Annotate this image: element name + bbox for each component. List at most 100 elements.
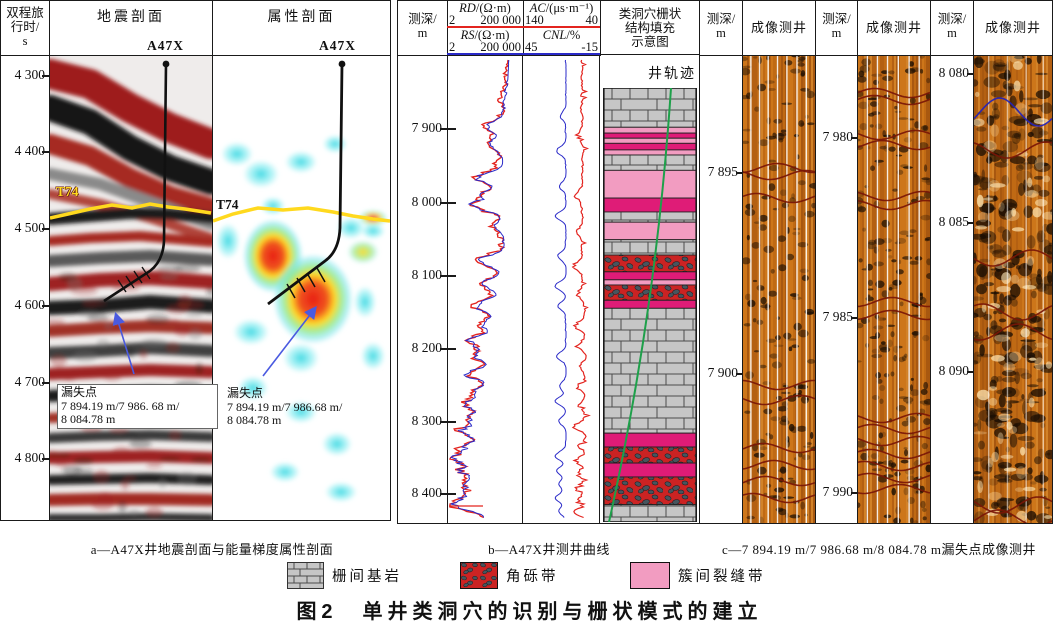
- seismic-header: 地震剖面 A47X: [50, 1, 212, 56]
- depth-header-line1: 测深/: [822, 12, 851, 26]
- schematic-header: 类洞穴栅状 结构填充 示意图: [600, 1, 700, 55]
- depth-header-line2: m: [716, 26, 726, 40]
- depth-axis-header: 测深/ m: [398, 1, 448, 56]
- borehole-image-2: [858, 56, 930, 523]
- rd-curve-name: RD: [459, 1, 476, 15]
- depth-tick-label: 7 900: [411, 120, 442, 135]
- well-trajectory-label: 井轨迹: [648, 67, 696, 82]
- tick-mark: [440, 421, 456, 423]
- seismic-well-label: A47X: [147, 38, 184, 53]
- leak-note-title: 漏失点: [61, 385, 98, 399]
- depth-tick-label: 4 400: [14, 143, 45, 158]
- time-axis-header-line3: s: [22, 34, 28, 48]
- tick-mark: [851, 317, 864, 319]
- ac-curve-header: AC/(μs·m⁻¹) 140 40: [523, 1, 600, 28]
- resistivity-curves: [448, 59, 510, 519]
- porosity-track-frame: [523, 56, 600, 523]
- cnl-curve-header: CNL/% 45 -15: [523, 28, 600, 55]
- depth-header-line1: 测深/: [408, 12, 437, 26]
- image-log-title-1: 成像测井: [743, 1, 815, 56]
- rs-scale-min: 2: [449, 40, 456, 54]
- depth-header-line2: m: [417, 26, 428, 40]
- depth-tick-label: 4 300: [14, 67, 45, 82]
- rs-scale-max: 200 000: [480, 40, 521, 54]
- depth-tick-label: 4 700: [14, 374, 45, 389]
- resistivity-track-frame: [447, 56, 523, 523]
- attribute-section-image: [213, 56, 390, 520]
- leak-point-annotation-attribute: 漏失点 7 894.19 m/7 986.68 m/ 8 084.78 m: [227, 386, 342, 428]
- depth-tick-label: 8 085: [938, 214, 969, 229]
- rd-scale-max: 200 000: [480, 13, 521, 27]
- depth-header-line1: 测深/: [706, 12, 736, 26]
- depth-header-line2: m: [831, 26, 842, 40]
- rd-curve-header: RD/(Ω·m) 2 200 000: [447, 1, 523, 28]
- seismic-section-image: [50, 56, 212, 520]
- leak-note-depths2: 8 084.78 m: [61, 412, 116, 426]
- schematic-header-line1: 类洞穴栅状: [618, 7, 682, 21]
- rd-curve-unit: /(Ω·m): [475, 1, 511, 15]
- tick-mark: [440, 275, 456, 277]
- attribute-header: 属性剖面 A47X: [213, 1, 390, 56]
- depth-header-line2: m: [947, 26, 957, 40]
- depth-tick-label: 7 900: [707, 365, 738, 380]
- image-depth-box-2: 测深/ m: [815, 0, 858, 524]
- legend-label-breccia: 角砾带: [506, 569, 559, 585]
- caption-a: a—A47X井地震剖面与能量梯度属性剖面: [90, 542, 334, 557]
- legend-swatch-bedrock: [287, 562, 324, 589]
- tick-mark: [440, 348, 456, 350]
- t74-horizon-label-attribute: T74: [216, 197, 239, 212]
- leak-note-title: 漏失点: [227, 386, 264, 400]
- depth-tick-label: 4 500: [14, 220, 45, 235]
- image-depth-box-1: 测深/ m: [699, 0, 743, 524]
- borehole-image-3: [974, 56, 1052, 523]
- depth-tick-label: 8 400: [411, 485, 442, 500]
- panel-a-time-axis-box: 双程旅 行时/ s 4 300 4 400 4 500 4 600 4 700 4 800: [0, 0, 56, 521]
- porosity-track-header: AC/(μs·m⁻¹) 140 40 CNL/% 45 -15: [523, 1, 601, 56]
- ac-curve-unit: /(μs·m⁻¹): [545, 1, 594, 15]
- depth-tick-label: 7 990: [822, 484, 853, 499]
- ac-curve-name: AC: [529, 1, 546, 15]
- ac-scale-max: 40: [585, 13, 599, 27]
- tick-mark: [851, 137, 864, 139]
- ac-scale-min: 140: [525, 13, 544, 27]
- lithology-lattice-column: [603, 88, 697, 522]
- rs-curve-unit: /(Ω·m): [474, 28, 510, 42]
- legend-label-fracture: 簇间裂缝带: [678, 569, 766, 585]
- depth-tick-label: 8 080: [938, 65, 969, 80]
- figure-title: 图2 单井类洞穴的识别与栅状模式的建立: [296, 601, 763, 623]
- depth-tick-label: 8 300: [411, 413, 442, 428]
- leak-note-depths1: 7 894.19 m/7 986. 68 m/: [61, 398, 180, 413]
- rs-curve-header: RS/(Ω·m) 2 200 000: [447, 28, 523, 55]
- image-depth-header-1: 测深/ m: [700, 1, 742, 56]
- tick-mark: [967, 73, 980, 75]
- tick-mark: [736, 373, 749, 375]
- depth-tick-label: 8 200: [411, 340, 442, 355]
- depth-header-line1: 测深/: [937, 12, 967, 26]
- image-log-title-2: 成像测井: [858, 1, 930, 56]
- attribute-well-label: A47X: [319, 38, 356, 53]
- cnl-scale-max: -15: [581, 40, 598, 54]
- tick-mark: [440, 128, 456, 130]
- resistivity-track-header: RD/(Ω·m) 2 200 000 RS/(Ω·m) 2 200 000: [447, 1, 524, 56]
- image-depth-strip-2: 7 980 7 985 7 990: [816, 56, 864, 522]
- caption-b: b—A47X井测井曲线: [488, 542, 610, 557]
- depth-tick-label: 7 980: [822, 129, 853, 144]
- borehole-image-1: [743, 56, 815, 523]
- tick-mark: [736, 172, 749, 174]
- leak-point-annotation-seismic: 漏失点 7 894.19 m/7 986. 68 m/ 8 084.78 m: [57, 384, 218, 429]
- cnl-scale-min: 45: [525, 40, 538, 54]
- image-depth-header-3: 测深/ m: [931, 1, 973, 56]
- depth-tick-label: 7 985: [822, 309, 853, 324]
- depth-axis-strip: 7 900 8 000 8 100 8 200 8 300 8 400: [398, 56, 456, 522]
- tick-mark: [851, 492, 864, 494]
- legend-swatch-breccia: [460, 562, 498, 589]
- depth-tick-label: 4 800: [14, 450, 45, 465]
- depth-tick-label: 8 100: [411, 267, 442, 282]
- depth-tick-label: 4 600: [14, 297, 45, 312]
- tick-mark: [967, 222, 980, 224]
- time-axis-header: 双程旅 行时/ s: [1, 1, 49, 56]
- depth-tick-label: 7 895: [707, 164, 738, 179]
- attribute-title: 属性剖面: [267, 10, 336, 25]
- image-depth-strip-1: 7 895 7 900: [700, 56, 749, 522]
